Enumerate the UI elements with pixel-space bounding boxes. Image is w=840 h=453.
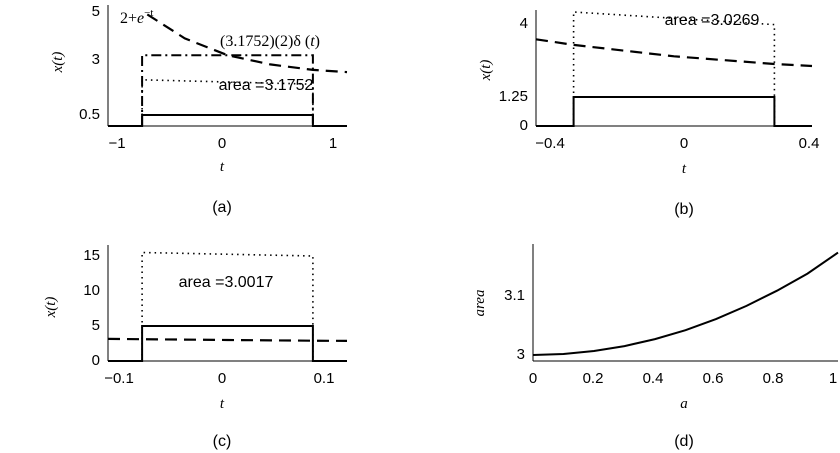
panel-c-yticklabel-0: 0 bbox=[92, 352, 100, 369]
panel-c-series-dashed-2 bbox=[107, 337, 348, 342]
panel-c-annotation-area: area =3.0017 bbox=[179, 274, 274, 291]
panel-a-annotation-exp-superscript: −t bbox=[144, 7, 153, 19]
panel-d-series-solid-0 bbox=[532, 251, 839, 356]
panel-a-yticklabel-5: 5 bbox=[92, 3, 100, 20]
panel-c-xticklabel-neg0.1: −0.1 bbox=[104, 370, 134, 387]
panel-b-caption: (b) bbox=[674, 201, 694, 218]
panel-a-axes bbox=[107, 5, 347, 127]
panel-d-yticklabel-3.1: 3.1 bbox=[504, 287, 525, 304]
panel-b-series-dotted-1 bbox=[572, 11, 776, 126]
panel-b-yticklabel-1.25: 1.25 bbox=[499, 88, 528, 105]
panel-a-series bbox=[108, 13, 348, 127]
panel-b-axes bbox=[535, 10, 812, 127]
panel-d-xlabel: a bbox=[680, 396, 688, 412]
panel-b-series-dashed-2 bbox=[535, 38, 813, 68]
panel-b-xticklabel-neg0.4: −0.4 bbox=[535, 135, 565, 152]
panel-d-xticklabel-0.8: 0.8 bbox=[763, 370, 784, 387]
panel-a-series-solid-0 bbox=[108, 114, 347, 127]
panel-a-yticklabel-0.5: 0.5 bbox=[79, 106, 100, 123]
panel-d-series bbox=[532, 251, 839, 356]
panel-a-annotation-delta: (3.1752)(2)δ (t) bbox=[220, 33, 320, 50]
panel-d-yticklabel-3: 3 bbox=[517, 346, 525, 363]
panel-a-yticklabel-3: 3 bbox=[92, 51, 100, 68]
panel-b-xticklabel-0: 0 bbox=[680, 135, 688, 152]
panel-a-series-dashed-2 bbox=[146, 13, 348, 74]
panel-c-yticklabel-15: 15 bbox=[83, 247, 100, 264]
panel-a-ylabel: x(t) bbox=[50, 52, 66, 74]
panel-a-annotation-area: area =3.1752 bbox=[219, 77, 314, 94]
panel-b-annotation-area: area =3.0269 bbox=[665, 12, 760, 29]
panel-d-xticklabel-0.2: 0.2 bbox=[583, 370, 604, 387]
panel-c-ticks: 15 10 5 0 −0.1 0 0.1 bbox=[83, 247, 334, 387]
panel-b-yticklabel-0: 0 bbox=[520, 117, 528, 134]
panel-d-ticks: 3.1 3 0 0.2 0.4 0.6 0.8 1 bbox=[504, 287, 837, 387]
panel-a-xticklabel-neg1: −1 bbox=[108, 135, 125, 152]
panel-c-yticklabel-10: 10 bbox=[83, 282, 100, 299]
panel-a-xticklabel-1: 1 bbox=[329, 135, 337, 152]
panel-d-xticklabel-0: 0 bbox=[529, 370, 537, 387]
panel-c-yticklabel-5: 5 bbox=[92, 317, 100, 334]
panel-d-caption: (d) bbox=[674, 433, 694, 450]
panel-c-xticklabel-0.1: 0.1 bbox=[314, 370, 335, 387]
panel-a: 5 3 0.5 −1 0 1 t x(t) 2+e−t (3.1752)(2)δ… bbox=[50, 3, 348, 216]
panel-b-xticklabel-0.4: 0.4 bbox=[799, 135, 820, 152]
panel-c-series-solid-0 bbox=[108, 325, 347, 362]
panel-c-caption: (c) bbox=[213, 433, 232, 450]
panel-b-ylabel: x(t) bbox=[478, 60, 494, 82]
panel-c-series-dotted-1 bbox=[141, 251, 314, 361]
panel-b-yticklabel-4: 4 bbox=[520, 15, 528, 32]
panel-b: 4 1.25 0 −0.4 0 0.4 t x(t) area =3.0269 … bbox=[478, 10, 819, 218]
panel-c: 15 10 5 0 −0.1 0 0.1 t x(t) area =3.0017… bbox=[43, 245, 348, 450]
panel-d-xticklabel-0.4: 0.4 bbox=[643, 370, 664, 387]
panel-a-ticks: 5 3 0.5 −1 0 1 bbox=[79, 3, 337, 152]
panel-b-ticks: 4 1.25 0 −0.4 0 0.4 bbox=[499, 15, 820, 152]
panel-a-annotation-exp: 2+e−t bbox=[120, 7, 153, 27]
panel-a-xticklabel-0: 0 bbox=[218, 135, 226, 152]
panel-d-xticklabel-1: 1 bbox=[829, 370, 837, 387]
panel-d-axes bbox=[532, 244, 838, 362]
panel-c-series bbox=[107, 251, 348, 362]
panel-c-xlabel: t bbox=[220, 396, 225, 412]
panel-c-axes bbox=[107, 245, 347, 362]
panel-d-ylabel: area bbox=[472, 290, 488, 317]
panel-b-series bbox=[535, 11, 813, 127]
panel-c-xticklabel-0: 0 bbox=[218, 370, 226, 387]
panel-d-xticklabel-0.6: 0.6 bbox=[703, 370, 724, 387]
panel-b-xlabel: t bbox=[682, 161, 687, 177]
panel-c-ylabel: x(t) bbox=[43, 297, 59, 319]
panel-b-series-solid-0 bbox=[536, 96, 812, 127]
panel-a-series-dashdot-3 bbox=[141, 54, 314, 126]
panel-a-xlabel: t bbox=[220, 159, 225, 175]
panel-a-caption: (a) bbox=[212, 199, 232, 216]
panel-d: 3.1 3 0 0.2 0.4 0.6 0.8 1 a area (d) bbox=[472, 244, 839, 450]
